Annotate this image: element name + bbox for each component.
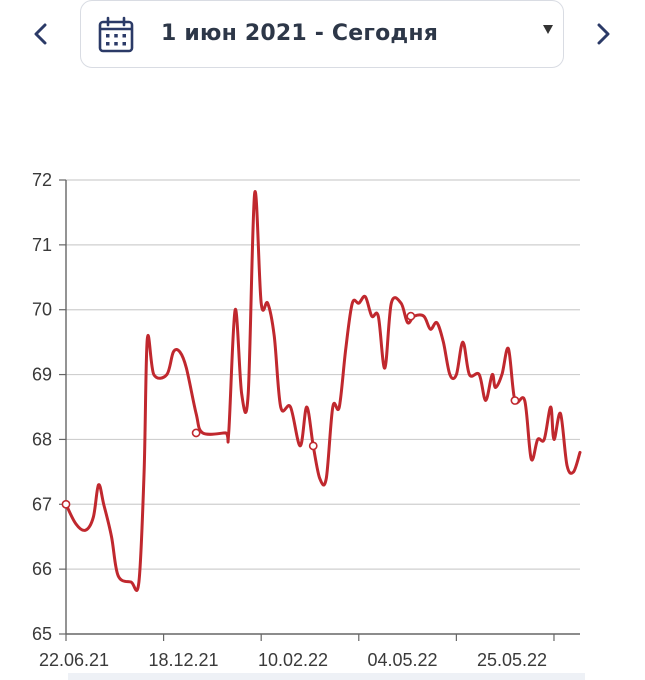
y-tick-label: 70 xyxy=(32,300,52,320)
y-tick-label: 65 xyxy=(32,624,52,644)
marker-layer xyxy=(61,311,520,509)
x-tick-label: 25.05.22 xyxy=(477,650,547,670)
x-tick-label: 10.02.22 xyxy=(258,650,328,670)
calendar-icon xyxy=(98,16,134,53)
y-tick-label: 67 xyxy=(32,494,52,514)
date-range-label: 1 июн 2021 - Сегодня xyxy=(161,21,439,46)
x-tick-label: 18.12.21 xyxy=(149,650,219,670)
axis-layer: 65 66 67 68 69 70 71 72 22.06.21 18.12.21 10.02.22… xyxy=(32,170,580,670)
data-point-marker[interactable] xyxy=(406,311,416,321)
chevron-right-icon xyxy=(597,23,610,45)
x-tick-label: 04.05.22 xyxy=(368,650,438,670)
y-tick-label: 69 xyxy=(32,365,52,385)
bottom-scroll-strip xyxy=(68,673,585,680)
y-tick-label: 72 xyxy=(32,170,52,190)
y-tick-label: 71 xyxy=(32,235,52,255)
previous-period-button[interactable] xyxy=(20,14,60,54)
series-layer xyxy=(64,190,582,592)
series-line xyxy=(64,190,582,592)
y-tick-label: 66 xyxy=(32,559,52,579)
grid-layer xyxy=(66,179,580,570)
x-tick-label: 22.06.21 xyxy=(39,650,109,670)
next-period-button[interactable] xyxy=(584,14,624,54)
chevron-left-icon xyxy=(34,23,47,45)
data-point-marker[interactable] xyxy=(191,428,201,438)
date-range-picker[interactable]: 1 июн 2021 - Сегодня xyxy=(80,0,564,68)
caret-down-icon xyxy=(543,25,553,34)
data-point-marker[interactable] xyxy=(308,441,318,451)
data-point-marker[interactable] xyxy=(61,499,71,509)
data-point-marker[interactable] xyxy=(510,396,520,405)
y-tick-label: 68 xyxy=(32,429,52,449)
